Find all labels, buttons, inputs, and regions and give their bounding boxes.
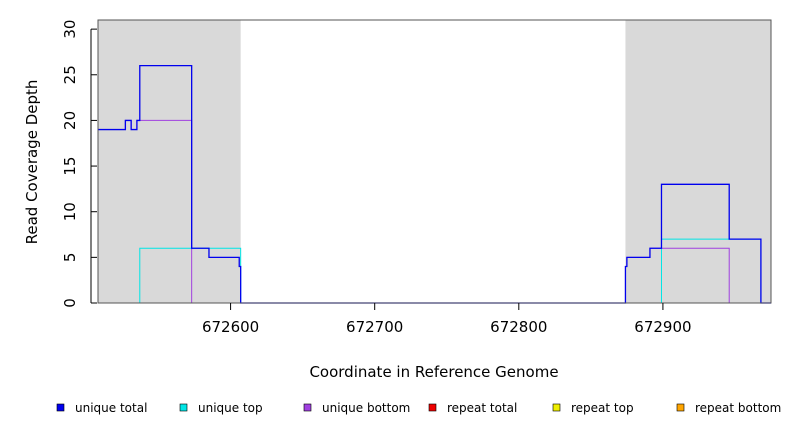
plot-frame xyxy=(97,19,772,304)
y-tick-label-15: 15 xyxy=(61,157,79,176)
legend-swatch-unique-bottom xyxy=(303,403,312,412)
legend-label-repeat-top: repeat top xyxy=(571,401,634,415)
y-tick-label-10: 10 xyxy=(61,202,79,221)
shaded-region-1 xyxy=(98,20,241,303)
x-axis: 672600 672700 672800 672900 xyxy=(202,303,692,336)
legend: unique total unique top unique bottom repea… xyxy=(56,401,781,415)
x-tick-label-672600: 672600 xyxy=(202,318,259,336)
legend-label-unique-top: unique top xyxy=(198,401,263,415)
legend-label-unique-bottom: unique bottom xyxy=(322,401,410,415)
legend-swatch-repeat-total xyxy=(428,403,437,412)
x-tick-label-672700: 672700 xyxy=(346,318,403,336)
series-unique-total xyxy=(98,65,771,304)
y-tick-label-0: 0 xyxy=(61,298,79,308)
x-tick-label-672800: 672800 xyxy=(490,318,547,336)
legend-label-unique-total: unique total xyxy=(75,401,147,415)
y-tick-label-20: 20 xyxy=(61,111,79,130)
legend-label-repeat-bottom: repeat bottom xyxy=(695,401,781,415)
x-tick-label-672900: 672900 xyxy=(634,318,691,336)
legend-label-repeat-total: repeat total xyxy=(447,401,517,415)
x-axis-title: Coordinate in Reference Genome xyxy=(309,363,558,381)
legend-swatch-repeat-top xyxy=(552,403,561,412)
y-tick-label-5: 5 xyxy=(61,253,79,263)
y-axis-title: Read Coverage Depth xyxy=(23,80,41,245)
y-axis: 0 5 10 15 20 25 30 xyxy=(61,20,97,308)
legend-swatch-unique-total xyxy=(56,403,65,412)
y-tick-label-25: 25 xyxy=(61,65,79,84)
shaded-regions xyxy=(98,20,771,303)
legend-swatch-unique-top xyxy=(179,403,188,412)
shaded-region-2 xyxy=(625,20,771,303)
y-tick-label-30: 30 xyxy=(61,20,79,39)
legend-swatch-repeat-bottom xyxy=(676,403,685,412)
